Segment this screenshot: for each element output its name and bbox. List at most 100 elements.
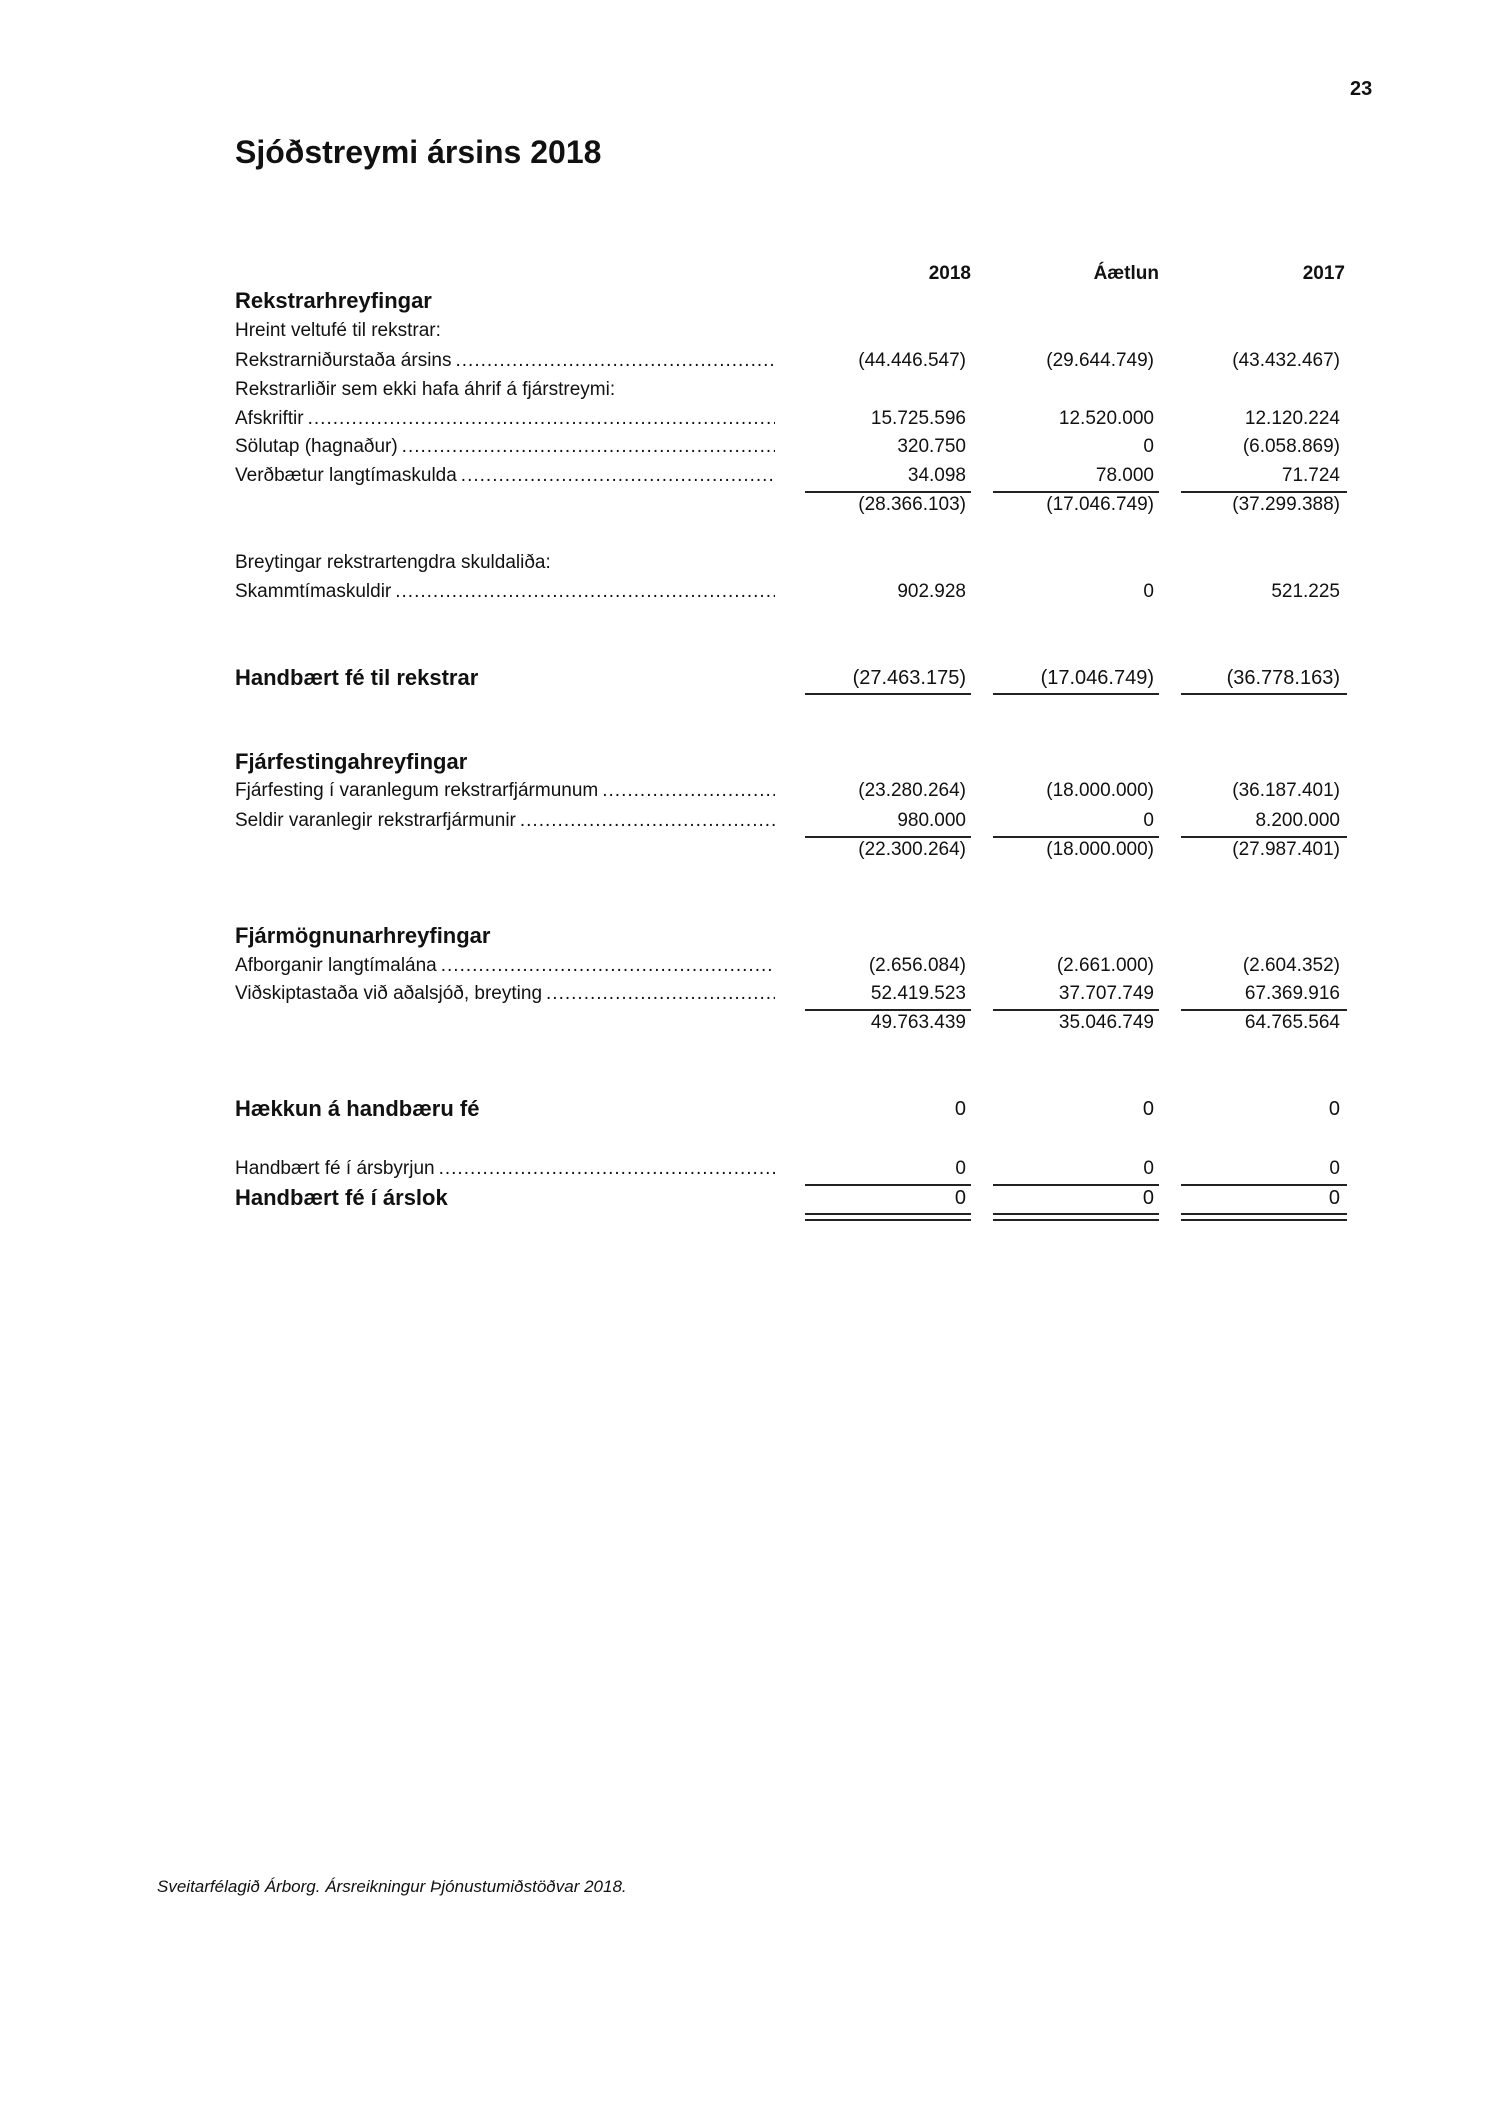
row-label: Handbært fé í ársbyrjun <box>235 1156 775 1182</box>
row-label: Rekstrarliðir sem ekki hafa áhrif á fjár… <box>235 377 615 403</box>
value-2017: (37.299.388) <box>1232 494 1340 515</box>
row-label-text: Rekstrarhreyfingar <box>235 288 432 313</box>
dot-leader <box>439 1156 775 1182</box>
value-2018: (27.463.175) <box>852 667 966 689</box>
value-2018: 0 <box>954 1098 966 1120</box>
row-label-text: Hækkun á handbæru fé <box>235 1096 480 1121</box>
underline-rule <box>1181 836 1347 838</box>
underline-rule <box>993 491 1159 493</box>
row-label: Fjármögnunarhreyfingar <box>235 923 490 949</box>
row-label-text: Handbært fé í árslok <box>235 1185 448 1210</box>
row-label: Verðbætur langtímaskulda <box>235 463 775 489</box>
row-label-text: Viðskiptastaða við aðalsjóð, breyting <box>235 983 543 1004</box>
row-label-text: Fjárfestingahreyfingar <box>235 749 468 774</box>
value-budget: 0 <box>1142 1187 1154 1209</box>
value-2017: (6.058.869) <box>1242 436 1340 457</box>
value-2018: 34.098 <box>907 465 966 486</box>
value-2018: (2.656.084) <box>868 955 966 976</box>
underline-rule <box>993 1213 1159 1215</box>
row-label: Hreint veltufé til rekstrar: <box>235 318 441 344</box>
row-label: Fjárfestingahreyfingar <box>235 749 467 775</box>
value-2017: (2.604.352) <box>1242 955 1340 976</box>
value-budget: (17.046.749) <box>1046 494 1154 515</box>
underline-rule <box>1181 491 1347 493</box>
row-label-text: Rekstrarliðir sem ekki hafa áhrif á fjár… <box>235 379 616 400</box>
value-2018: (44.446.547) <box>858 350 966 371</box>
value-budget: (17.046.749) <box>1040 667 1154 689</box>
row-label-text: Handbært fé til rekstrar <box>235 665 479 690</box>
underline-rule <box>993 1219 1159 1221</box>
value-budget: 37.707.749 <box>1058 983 1154 1004</box>
underline-rule <box>805 1219 971 1221</box>
value-2018: 980.000 <box>897 810 966 831</box>
dot-leader <box>461 463 775 489</box>
row-label-text: Afskriftir <box>235 408 304 429</box>
value-2017: (36.778.163) <box>1226 667 1340 689</box>
row-label: Hækkun á handbæru fé <box>235 1096 479 1122</box>
row-label: Handbært fé í árslok <box>235 1185 448 1211</box>
dot-leader <box>402 434 775 460</box>
dot-leader <box>308 406 775 432</box>
dot-leader <box>520 808 775 834</box>
row-label-text: Breytingar rekstrartengdra skuldaliða: <box>235 552 551 573</box>
value-2017: (43.432.467) <box>1232 350 1340 371</box>
row-label: Rekstrarhreyfingar <box>235 288 432 314</box>
row-label: Handbært fé til rekstrar <box>235 665 478 691</box>
value-budget: 0 <box>1142 1098 1154 1120</box>
column-header-2017: 2017 <box>1302 263 1345 284</box>
value-2018: 0 <box>955 1158 966 1179</box>
underline-rule <box>1181 1184 1347 1186</box>
underline-rule <box>1181 1009 1347 1011</box>
row-label: Breytingar rekstrartengdra skuldaliða: <box>235 550 551 576</box>
value-budget: 78.000 <box>1095 465 1154 486</box>
underline-rule <box>805 1009 971 1011</box>
value-budget: (29.644.749) <box>1046 350 1154 371</box>
dot-leader <box>455 348 775 374</box>
column-header-budget: Áætlun <box>1093 263 1159 284</box>
row-label-text: Afborganir langtímalána <box>235 955 437 976</box>
dot-leader <box>395 579 775 605</box>
row-label: Rekstrarniðurstaða ársins <box>235 348 775 374</box>
underline-rule <box>1181 1219 1347 1221</box>
row-label: Afskriftir <box>235 406 775 432</box>
value-2017: 12.120.224 <box>1244 408 1340 429</box>
value-budget: 0 <box>1143 1158 1154 1179</box>
value-2018: (23.280.264) <box>858 780 966 801</box>
value-2017: 8.200.000 <box>1255 810 1340 831</box>
column-header-2018: 2018 <box>928 263 971 284</box>
row-label-text: Fjármögnunarhreyfingar <box>235 923 491 948</box>
row-label-text: Skammtímaskuldir <box>235 581 392 602</box>
value-2018: (28.366.103) <box>858 494 966 515</box>
underline-rule <box>805 836 971 838</box>
row-label: Seldir varanlegir rekstrarfjármunir <box>235 808 775 834</box>
value-2017: (36.187.401) <box>1232 780 1340 801</box>
page-footer: Sveitarfélagið Árborg. Ársreikningur Þjó… <box>157 1877 627 1896</box>
value-2017: 0 <box>1329 1158 1340 1179</box>
page-title: Sjóðstreymi ársins 2018 <box>235 134 602 170</box>
row-label: Viðskiptastaða við aðalsjóð, breyting <box>235 981 775 1007</box>
value-2017: 64.765.564 <box>1244 1012 1340 1033</box>
dot-leader <box>441 953 775 979</box>
value-2018: 0 <box>954 1187 966 1209</box>
value-2018: 15.725.596 <box>870 408 966 429</box>
value-2017: (27.987.401) <box>1232 839 1340 860</box>
row-label-text: Handbært fé í ársbyrjun <box>235 1158 435 1179</box>
value-2017: 0 <box>1328 1187 1340 1209</box>
dot-leader <box>602 778 775 804</box>
underline-rule <box>1181 1213 1347 1215</box>
value-2018: 320.750 <box>897 436 966 457</box>
underline-rule <box>805 1213 971 1215</box>
row-label: Fjárfesting í varanlegum rekstrarfjármun… <box>235 778 775 804</box>
value-budget: (18.000.000) <box>1046 780 1154 801</box>
underline-rule <box>993 1184 1159 1186</box>
row-label-text: Fjárfesting í varanlegum rekstrarfjármun… <box>235 780 599 801</box>
value-2018: 902.928 <box>897 581 966 602</box>
row-label: Sölutap (hagnaður) <box>235 434 775 460</box>
dot-leader <box>546 981 775 1007</box>
value-2017: 67.369.916 <box>1244 983 1340 1004</box>
value-2017: 71.724 <box>1281 465 1340 486</box>
value-budget: (2.661.000) <box>1056 955 1154 976</box>
value-budget: 0 <box>1143 810 1154 831</box>
value-budget: 35.046.749 <box>1058 1012 1154 1033</box>
underline-rule <box>805 693 971 695</box>
